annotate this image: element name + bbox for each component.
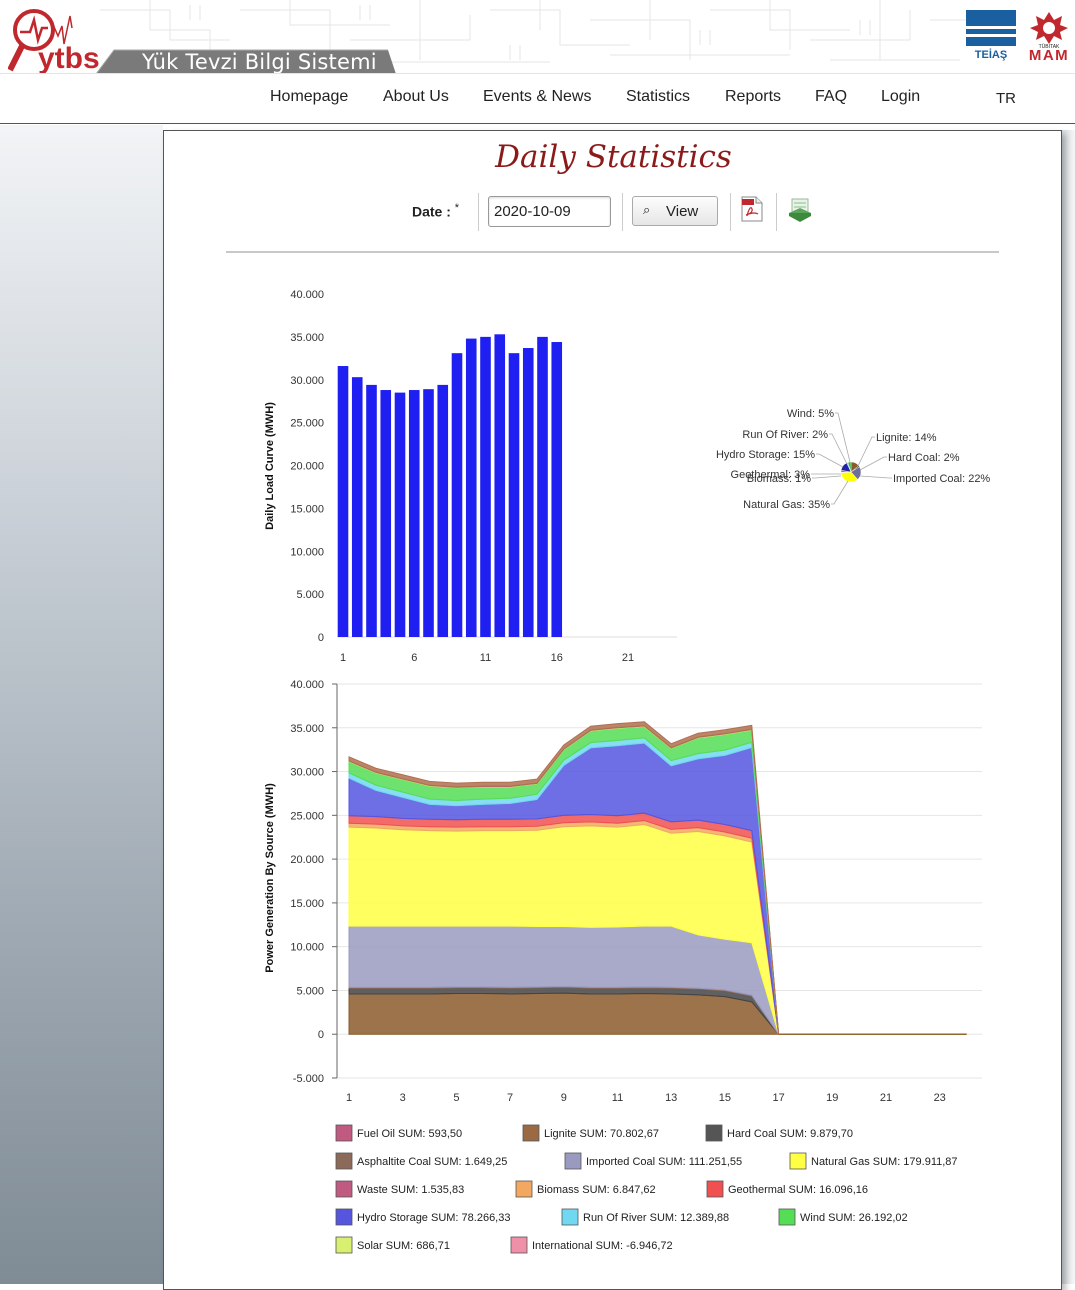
- date-label: Date : *: [412, 202, 459, 220]
- nav-login[interactable]: Login: [881, 88, 921, 105]
- page-title: Daily Statistics: [495, 139, 732, 175]
- language-switch[interactable]: TR: [996, 90, 1016, 107]
- teias-logo[interactable]: TEİAŞ: [966, 10, 1018, 62]
- logo-text: ytbs: [38, 42, 100, 74]
- nav-reports[interactable]: Reports: [725, 88, 782, 105]
- view-button[interactable]: ⌕ View: [632, 196, 718, 226]
- system-name-banner: [96, 49, 396, 73]
- tubitak-text: TÜBİTAK: [1039, 43, 1060, 50]
- nav-events-news[interactable]: Events & News: [483, 88, 592, 105]
- section-divider: [226, 251, 999, 253]
- date-input[interactable]: [488, 196, 611, 227]
- nav-statistics[interactable]: Statistics: [626, 88, 691, 105]
- toolbar-separator: [622, 193, 623, 231]
- toolbar-separator: [478, 193, 479, 231]
- search-icon: ⌕: [643, 202, 651, 217]
- nav-homepage[interactable]: Homepage: [270, 88, 349, 105]
- excel-export-icon[interactable]: [788, 197, 812, 223]
- right-margin: [1062, 130, 1075, 1284]
- circuit-pattern-decoration: [100, 0, 970, 63]
- pdf-export-icon[interactable]: [741, 196, 763, 222]
- date-label-text: Date :: [412, 203, 451, 220]
- nav-faq[interactable]: FAQ: [815, 88, 848, 105]
- view-button-label: View: [666, 203, 699, 220]
- tubitak-mam-logo[interactable]: TÜBİTAK MAM: [1024, 10, 1074, 64]
- toolbar-separator: [776, 193, 777, 231]
- mam-text: MAM: [1029, 47, 1069, 64]
- teias-text: TEİAŞ: [975, 48, 1007, 61]
- ytbs-logo[interactable]: ytbs: [8, 6, 103, 74]
- nav-about-us[interactable]: About Us: [383, 88, 449, 105]
- left-sidebar-background: [0, 125, 163, 1284]
- toolbar-separator: [730, 193, 731, 231]
- main-navigation: Homepage About Us Events & News Statisti…: [0, 74, 1075, 124]
- system-name: Yük Tevzi Bilgi Sistemi: [142, 50, 377, 74]
- required-mark: *: [454, 202, 460, 214]
- main-content-panel: Daily Statistics Date : * ⌕ View: [163, 130, 1062, 1290]
- site-header: Yük Tevzi Bilgi Sistemi ytbs TEİAŞ TÜBİT…: [0, 0, 1075, 74]
